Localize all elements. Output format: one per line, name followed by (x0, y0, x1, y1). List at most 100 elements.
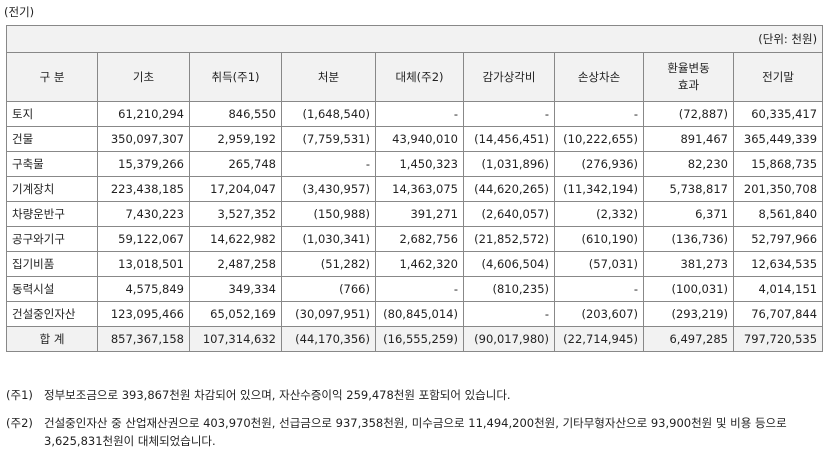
cell: 2,959,192 (189, 126, 282, 152)
cell: 2,487,258 (189, 251, 282, 277)
header-cell: 취득(주1) (189, 52, 282, 102)
header-cell: 대체(주2) (375, 52, 464, 102)
cell: 59,122,067 (97, 226, 190, 252)
cell: (7,759,531) (281, 126, 376, 152)
header-cell: 환율변동 효과 (643, 52, 734, 102)
row-label: 차량운반구 (6, 201, 98, 227)
cell: 223,438,185 (97, 176, 190, 202)
cell: - (375, 101, 464, 127)
cell: 6,371 (643, 201, 734, 227)
cell: (80,845,014) (375, 301, 464, 327)
unit-label: (단위: 천원) (5, 25, 824, 53)
cell: - (463, 101, 555, 127)
cell: 8,561,840 (732, 201, 824, 227)
cell: 5,738,817 (643, 176, 734, 202)
cell: 123,095,466 (97, 301, 190, 327)
cell: 65,052,169 (189, 301, 282, 327)
row-label: 구축물 (6, 151, 98, 177)
cell: 846,550 (189, 101, 282, 127)
cell: 15,868,735 (732, 151, 824, 177)
cell: (21,852,572) (463, 226, 555, 252)
table-row: 건물 350,097,307 2,959,192 (7,759,531) 43,940,… (6, 126, 824, 152)
cell: 349,334 (189, 276, 282, 302)
footnote-text: 건설중인자산 중 산업재산권으로 403,970천원, 선급금으로 937,35… (44, 416, 787, 448)
cell: 43,940,010 (375, 126, 464, 152)
cell: (2,640,057) (463, 201, 555, 227)
cell: (51,282) (281, 251, 376, 277)
cell: 12,634,535 (732, 251, 824, 277)
cell: (610,190) (554, 226, 644, 252)
cell: (136,736) (643, 226, 734, 252)
footnote-text: 정부보조금으로 393,867천원 차감되어 있으며, 자산수증이익 259,4… (44, 388, 511, 402)
cell: - (463, 301, 555, 327)
cell: 2,682,756 (375, 226, 464, 252)
cell: (100,031) (643, 276, 734, 302)
table-row: 토지 61,210,294 846,550 (1,648,540) - - - (72,887… (6, 101, 824, 127)
cell: 7,430,223 (97, 201, 190, 227)
footnote: (주2) 건설중인자산 중 산업재산권으로 403,970천원, 선급금으로 93… (6, 414, 822, 450)
cell: 4,014,151 (732, 276, 824, 302)
cell: - (554, 101, 644, 127)
table-row: 동력시설 4,575,849 349,334 (766) - (810,235) - (100… (6, 276, 824, 302)
table-row: 구축물 15,379,266 265,748-1,450,323 (1,031,896… (6, 151, 824, 177)
cell: 1,462,320 (375, 251, 464, 277)
cell: (30,097,951) (281, 301, 376, 327)
cell: (1,031,896) (463, 151, 555, 177)
title: (전기) (4, 5, 35, 19)
cell: 6,497,285 (643, 326, 734, 352)
cell: (3,430,957) (281, 176, 376, 202)
table-row: 집기비품 13,018,501 2,487,258 (51,282) 1,462,320… (6, 251, 824, 277)
row-label: 기계장치 (6, 176, 98, 202)
table-row: 기계장치 223,438,185 17,204,047 (3,430,957) 14,3… (6, 176, 824, 202)
cell: 17,204,047 (189, 176, 282, 202)
cell: 365,449,339 (732, 126, 824, 152)
table-row: 차량운반구 7,430,223 3,527,352 (150,988) 391,271(… (6, 201, 824, 227)
cell: (90,017,980) (463, 326, 555, 352)
cell: (16,555,259) (375, 326, 464, 352)
cell: (4,606,504) (463, 251, 555, 277)
cell: 14,622,982 (189, 226, 282, 252)
cell: (1,030,341) (281, 226, 376, 252)
cell: (57,031) (554, 251, 644, 277)
cell: 60,335,417 (732, 101, 824, 127)
row-label: 건설중인자산 (6, 301, 98, 327)
cell: 797,720,535 (732, 326, 824, 352)
cell: 82,230 (643, 151, 734, 177)
header-cell: 처분 (281, 52, 376, 102)
cell: 391,271 (375, 201, 464, 227)
header-cell: 감가상각비 (463, 52, 555, 102)
cell: 13,018,501 (97, 251, 190, 277)
cell: 201,350,708 (732, 176, 824, 202)
notes: (주1) 정부보조금으로 393,867천원 차감되어 있으며, 자산수증이익 2… (6, 386, 822, 460)
cell: (1,648,540) (281, 101, 376, 127)
cell: 14,363,075 (375, 176, 464, 202)
cell: 857,367,158 (97, 326, 190, 352)
cell: (10,222,655) (554, 126, 644, 152)
cell: 265,748 (189, 151, 282, 177)
cell: - (375, 276, 464, 302)
table-body: (단위: 천원) 구 분 기초 취득(주1) 처분 대체(주2) 감가상각비 손상차손 환율변동… (5, 25, 824, 352)
row-label: 동력시설 (6, 276, 98, 302)
asset-table: (단위: 천원) 구 분 기초 취득(주1) 처분 대체(주2) 감가상각비 손상차손 환율변동… (5, 25, 824, 352)
header-cell: 기초 (97, 52, 190, 102)
table-row: 건설중인자산 123,095,466 65,052,169 (30,097,951)(… (6, 301, 824, 327)
cell: 4,575,849 (97, 276, 190, 302)
cell: (44,170,356) (281, 326, 376, 352)
cell: (2,332) (554, 201, 644, 227)
cell: (44,620,265) (463, 176, 555, 202)
footnote: (주1) 정부보조금으로 393,867천원 차감되어 있으며, 자산수증이익 2… (6, 386, 822, 404)
table-row: 합 계 857,367,158 107,314,632 (44,170,356) (16… (6, 326, 824, 352)
row-label: 건물 (6, 126, 98, 152)
cell: 76,707,844 (732, 301, 824, 327)
cell: 15,379,266 (97, 151, 190, 177)
cell: (293,219) (643, 301, 734, 327)
cell: 891,467 (643, 126, 734, 152)
cell: - (554, 276, 644, 302)
row-label: 공구와기구 (6, 226, 98, 252)
cell: (810,235) (463, 276, 555, 302)
cell: (203,607) (554, 301, 644, 327)
header-cell: 구 분 (6, 52, 98, 102)
header-cell: 손상차손 (554, 52, 644, 102)
cell: 3,527,352 (189, 201, 282, 227)
